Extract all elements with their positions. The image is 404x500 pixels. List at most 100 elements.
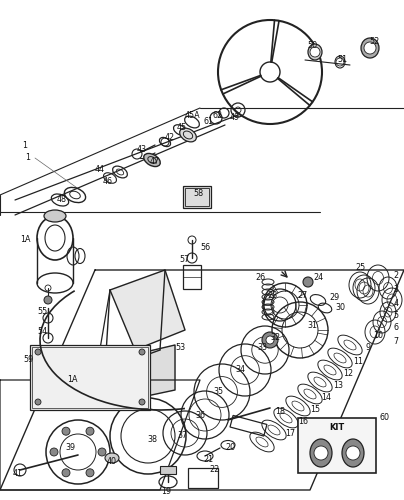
Text: 15: 15 <box>310 406 320 414</box>
Circle shape <box>310 47 320 57</box>
Circle shape <box>62 469 70 477</box>
Bar <box>185 188 209 206</box>
Text: 7: 7 <box>393 338 399 346</box>
Text: 53: 53 <box>175 344 185 352</box>
Bar <box>183 186 211 208</box>
Bar <box>183 265 201 289</box>
Text: 10: 10 <box>373 330 383 340</box>
Text: 58: 58 <box>193 190 203 198</box>
Ellipse shape <box>180 128 196 142</box>
Circle shape <box>44 296 52 304</box>
Text: 36: 36 <box>195 410 205 420</box>
Text: 33: 33 <box>257 344 267 352</box>
Text: 46: 46 <box>103 178 113 186</box>
Text: 43: 43 <box>137 146 147 154</box>
Ellipse shape <box>342 439 364 467</box>
Text: 16: 16 <box>298 416 308 426</box>
Text: 30: 30 <box>335 304 345 312</box>
Text: 49: 49 <box>230 114 240 122</box>
Text: 41: 41 <box>13 470 23 478</box>
Text: 40: 40 <box>107 458 117 466</box>
Ellipse shape <box>361 38 379 58</box>
Text: KIT: KIT <box>329 424 345 432</box>
Text: 5: 5 <box>393 312 399 320</box>
Text: 56: 56 <box>200 244 210 252</box>
Text: 11: 11 <box>353 358 363 366</box>
Text: 18: 18 <box>275 408 285 416</box>
Text: 27: 27 <box>297 290 307 300</box>
Text: 20: 20 <box>225 444 235 452</box>
Text: 2: 2 <box>393 270 399 280</box>
Bar <box>298 418 376 473</box>
Circle shape <box>50 448 58 456</box>
Bar <box>30 345 150 410</box>
Text: 25: 25 <box>355 264 365 272</box>
Text: 39: 39 <box>65 444 75 452</box>
Text: 1: 1 <box>23 140 27 149</box>
Text: 13: 13 <box>333 382 343 390</box>
Text: 1A: 1A <box>20 236 30 244</box>
Circle shape <box>314 446 328 460</box>
Text: 38: 38 <box>147 436 157 444</box>
Circle shape <box>86 427 94 435</box>
Text: 28: 28 <box>267 292 277 300</box>
Text: 17: 17 <box>285 428 295 438</box>
Circle shape <box>266 336 274 344</box>
Polygon shape <box>90 345 175 408</box>
Ellipse shape <box>308 44 322 60</box>
Text: 52: 52 <box>369 38 379 46</box>
Text: 6: 6 <box>393 324 398 332</box>
Text: 1A: 1A <box>67 376 77 384</box>
Text: 47: 47 <box>150 158 160 166</box>
Text: 22: 22 <box>210 466 220 474</box>
Text: 35: 35 <box>213 388 223 396</box>
Text: 60: 60 <box>379 414 389 422</box>
Text: 21: 21 <box>203 456 213 464</box>
Bar <box>160 466 176 474</box>
Text: 48: 48 <box>57 196 67 204</box>
Circle shape <box>35 349 41 355</box>
Text: 19: 19 <box>161 488 171 496</box>
Circle shape <box>346 446 360 460</box>
Text: 34: 34 <box>235 366 245 374</box>
Ellipse shape <box>310 439 332 467</box>
Circle shape <box>98 448 106 456</box>
Circle shape <box>303 277 313 287</box>
Ellipse shape <box>44 210 66 222</box>
Text: 12: 12 <box>343 370 353 378</box>
Text: 14: 14 <box>321 394 331 402</box>
Text: 3: 3 <box>393 286 398 294</box>
Text: 29: 29 <box>330 292 340 302</box>
Ellipse shape <box>105 453 119 463</box>
Text: 31: 31 <box>307 322 317 330</box>
Circle shape <box>364 42 376 54</box>
Ellipse shape <box>144 154 160 166</box>
Text: 1: 1 <box>25 154 30 162</box>
Text: 57: 57 <box>180 256 190 264</box>
Text: 44: 44 <box>95 166 105 174</box>
Circle shape <box>139 399 145 405</box>
Polygon shape <box>110 270 185 350</box>
Text: 37: 37 <box>177 430 187 440</box>
Text: 42: 42 <box>165 134 175 142</box>
Text: 26: 26 <box>255 274 265 282</box>
Text: 50: 50 <box>307 42 317 50</box>
Circle shape <box>139 349 145 355</box>
Text: 45: 45 <box>177 124 187 132</box>
Text: 45A: 45A <box>184 112 200 120</box>
Circle shape <box>86 469 94 477</box>
Bar <box>32 347 148 408</box>
Text: 51: 51 <box>337 56 347 64</box>
Text: 62: 62 <box>213 110 223 120</box>
Text: 59: 59 <box>23 356 33 364</box>
Text: 24: 24 <box>313 274 323 282</box>
Text: 61: 61 <box>203 118 213 126</box>
Circle shape <box>35 399 41 405</box>
Text: 4: 4 <box>393 300 398 308</box>
Bar <box>230 416 267 436</box>
Text: 55: 55 <box>37 308 47 316</box>
Bar <box>188 468 218 488</box>
Circle shape <box>62 427 70 435</box>
Circle shape <box>262 332 278 348</box>
Text: 54: 54 <box>37 328 47 336</box>
